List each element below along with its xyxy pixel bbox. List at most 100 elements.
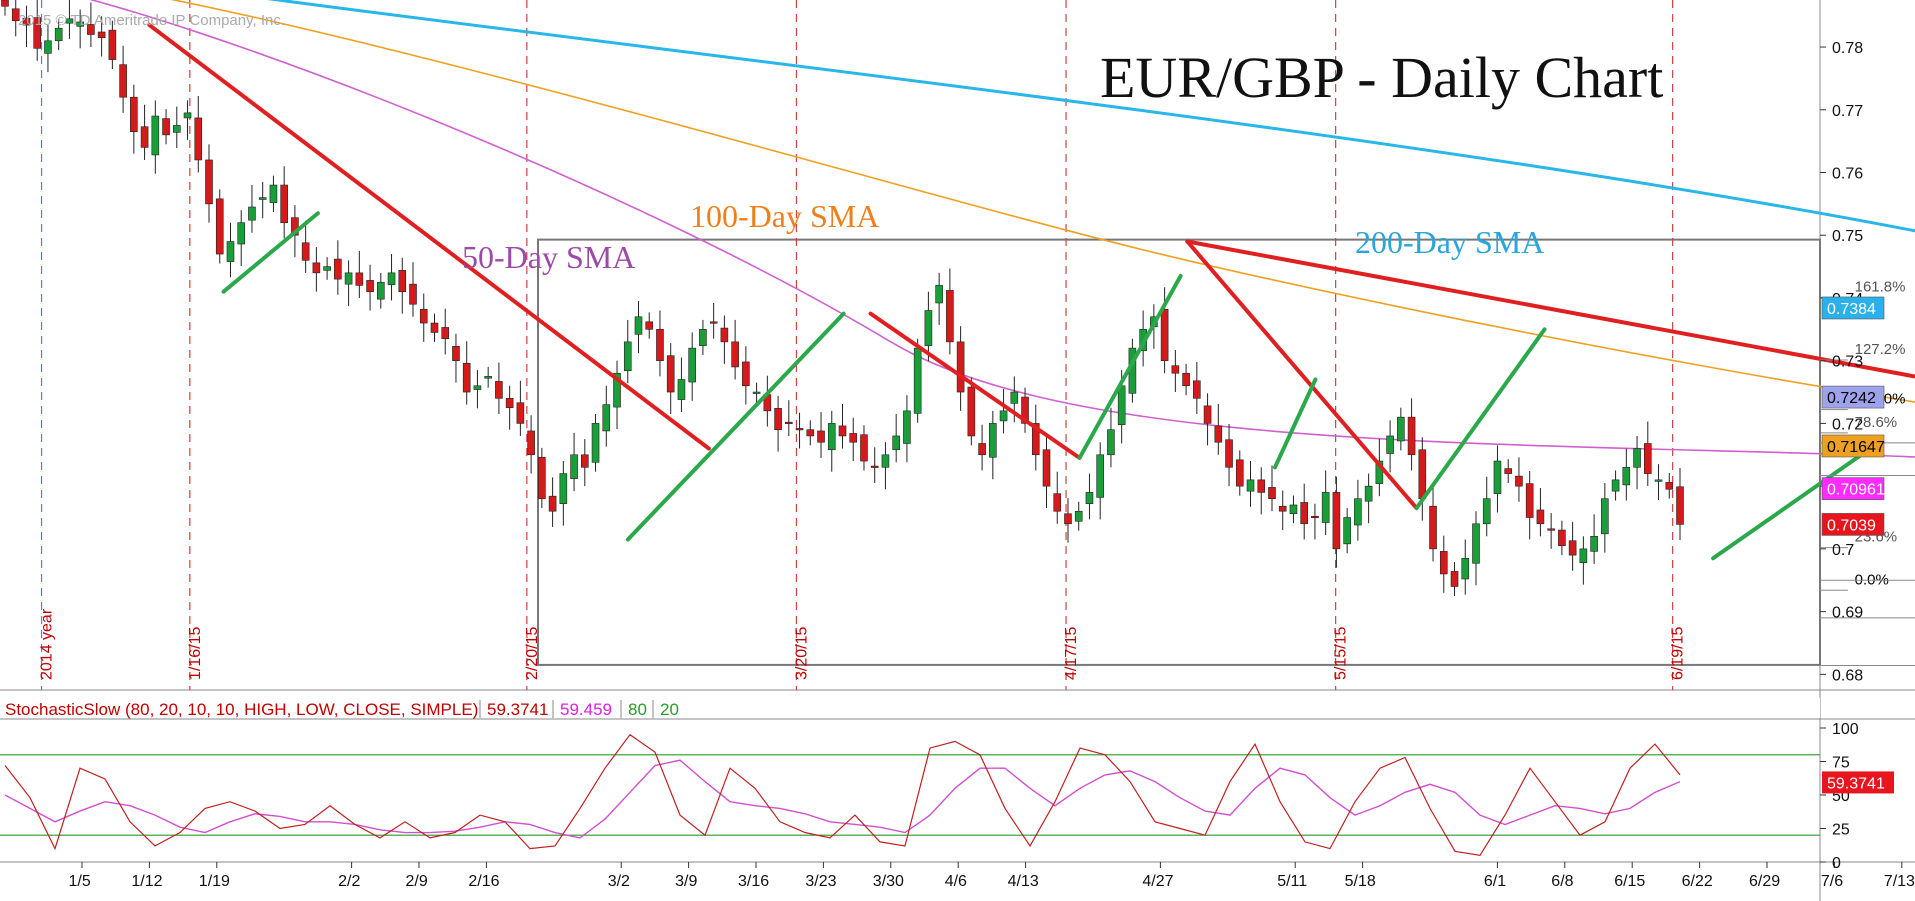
candle-body [226, 241, 235, 262]
candle-body [1654, 479, 1663, 482]
candle-body [881, 454, 890, 468]
period-label: 2014 year [39, 608, 56, 680]
candle-body [1676, 486, 1684, 525]
candle-body [22, 17, 31, 26]
candle-body [484, 376, 492, 379]
candle-body [989, 423, 997, 458]
candle-body [623, 341, 632, 372]
x-tick-label: 6/8 [1551, 873, 1573, 890]
copyright-watermark: 2015 © TD Ameritrade IP Company, Inc. [18, 12, 285, 29]
candle-body [1515, 475, 1523, 487]
candle-body [1031, 423, 1040, 456]
stoch-k-line [4, 733, 1681, 856]
candle-body [248, 206, 256, 221]
candle-body [1182, 372, 1190, 387]
candle-body [1064, 513, 1072, 525]
candle-body [559, 473, 568, 505]
candle-body [849, 433, 858, 443]
candle-body [1407, 416, 1416, 456]
candle-body [377, 281, 385, 300]
candle-body [1246, 479, 1255, 492]
candle-body [409, 283, 417, 305]
x-tick-label: 6/1 [1484, 873, 1506, 890]
sma200-label: 200-Day SMA [1355, 224, 1544, 260]
y-tick-label: 0.69 [1832, 605, 1863, 622]
period-label: 5/15/15 [1333, 627, 1350, 680]
candle-body [817, 430, 825, 443]
candle-body [1193, 380, 1201, 399]
y-tick-label: 0.77 [1832, 103, 1863, 120]
candle-body [538, 456, 546, 499]
candle-body [1418, 449, 1427, 499]
candle-body [419, 308, 428, 324]
candle-body [355, 272, 364, 286]
candle-body [1117, 385, 1126, 425]
trendline [1185, 239, 1419, 511]
candle-body [999, 410, 1008, 422]
candle-body [935, 285, 943, 304]
candle-body [1472, 523, 1480, 564]
candle-body [312, 262, 321, 274]
candle-body [1633, 448, 1641, 468]
candle-body [291, 217, 299, 236]
candle-body [1397, 416, 1405, 442]
candle-body [1225, 439, 1233, 468]
sma50-label: 50-Day SMA [462, 239, 635, 275]
candle-body [677, 379, 686, 400]
candle-body [323, 266, 331, 271]
candle-body [301, 242, 310, 261]
candle-body [1558, 529, 1566, 547]
x-tick-label: 2/16 [468, 873, 499, 890]
trendline [1185, 239, 1915, 379]
candle-body [1547, 528, 1555, 531]
candle-body [1042, 449, 1051, 487]
period-label: 6/19/15 [1670, 627, 1687, 680]
candle-body [87, 24, 95, 35]
candle-body [1107, 429, 1115, 456]
stochastic-panel: StochasticSlow (80, 20, 10, 10, HIGH, LO… [0, 700, 1894, 872]
candle-body [441, 327, 450, 340]
candle-body [1171, 365, 1180, 374]
stoch-value-tag [1822, 771, 1894, 794]
candle-body [581, 454, 589, 468]
candle-body [1278, 505, 1287, 512]
x-tick-label: 3/30 [873, 873, 904, 890]
chart-title: EUR/GBP - Daily Chart [1100, 45, 1663, 110]
x-tick-label: 5/18 [1345, 873, 1376, 890]
candle-body [1568, 540, 1577, 556]
candle-body [613, 372, 621, 408]
price-tag-label: 0.7242 [1827, 390, 1876, 407]
candle-body [1601, 498, 1609, 535]
stoch-header-text: 20 [660, 700, 679, 719]
candle-body [924, 310, 933, 346]
stoch-header-text: StochasticSlow (80, 20, 10, 10, HIGH, LO… [5, 700, 478, 719]
candle-body [452, 345, 460, 361]
candle-body [978, 443, 986, 456]
sma-line-100 [170, 0, 1915, 403]
candle-body [1622, 467, 1631, 486]
candle-body [1203, 405, 1212, 424]
date-axis: 1/5 1/12 1/19 2/2 2/9 2/16 3/2 3/9 3/16 3/23 3/30 4… [69, 862, 1915, 890]
candle-body [269, 184, 278, 203]
y-tick-label: 0.75 [1832, 228, 1863, 245]
candle-body [1321, 492, 1330, 523]
candle-body [1643, 443, 1652, 474]
x-tick-label: 6/22 [1682, 873, 1713, 890]
trendline-layer [147, 23, 1915, 561]
candle-body [387, 272, 396, 286]
stoch-y-tick-label: 0 [1832, 855, 1841, 872]
candle-body [946, 290, 954, 343]
candle-body [1375, 460, 1384, 484]
stoch-header-bg [0, 698, 1820, 718]
candle-body [1429, 505, 1437, 550]
candle-body [1450, 571, 1459, 587]
candle-body [1332, 492, 1341, 550]
y-tick-label: 0.72 [1832, 416, 1863, 433]
price-tag [1821, 385, 1885, 409]
x-tick-label: 4/6 [945, 873, 967, 890]
trendline [1077, 274, 1183, 460]
candle-body [462, 362, 471, 393]
candle-body [398, 270, 407, 292]
